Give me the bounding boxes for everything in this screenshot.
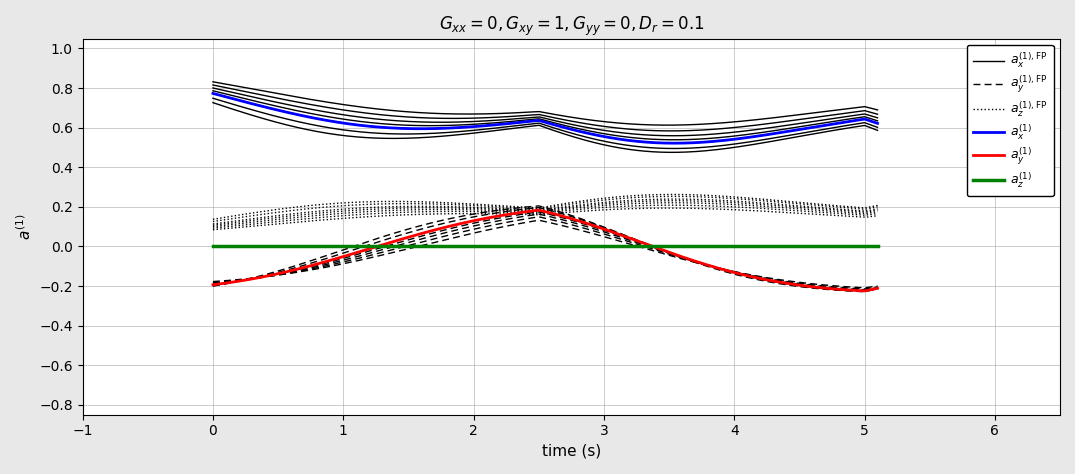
$a_y^{(1),\mathrm{FP}}$ — [858, 285, 871, 291]
$a_x^{(1),\mathrm{FP}}$ — [629, 121, 642, 127]
$a_y^{(1),\mathrm{FP}}$ — [734, 270, 747, 276]
$a_x^{(1)}$ — [206, 91, 219, 96]
Title: $G_{xx} = 0, G_{xy} = 1, G_{yy} = 0, D_r = 0.1$: $G_{xx} = 0, G_{xy} = 1, G_{yy} = 0, D_r… — [439, 15, 704, 38]
$a_x^{(1),\mathrm{FP}}$ — [240, 85, 253, 91]
$a_z^{(1),\mathrm{FP}}$ — [600, 207, 613, 212]
$a_y^{(1)}$ — [734, 272, 747, 277]
Line: $a_x^{(1),\mathrm{FP}}$: $a_x^{(1),\mathrm{FP}}$ — [213, 82, 877, 125]
$a_z^{(1)}$ — [871, 244, 884, 249]
$a_x^{(1)}$ — [668, 140, 680, 146]
$a_y^{(1),\mathrm{FP}}$ — [447, 235, 460, 241]
$a_z^{(1),\mathrm{FP}}$ — [447, 211, 460, 217]
$a_y^{(1)}$ — [240, 277, 253, 283]
$a_x^{(1),\mathrm{FP}}$ — [447, 111, 460, 117]
$a_z^{(1),\mathrm{FP}}$ — [206, 227, 219, 233]
$a_y^{(1)}$ — [629, 237, 642, 243]
$a_x^{(1)}$ — [699, 139, 712, 145]
X-axis label: time (s): time (s) — [542, 444, 601, 459]
$a_z^{(1),\mathrm{FP}}$ — [871, 213, 884, 219]
$a_x^{(1),\mathrm{FP}}$ — [734, 118, 747, 124]
$a_y^{(1),\mathrm{FP}}$ — [532, 218, 545, 223]
$a_x^{(1),\mathrm{FP}}$ — [699, 121, 712, 127]
$a_x^{(1)}$ — [734, 136, 747, 141]
$a_x^{(1),\mathrm{FP}}$ — [661, 122, 674, 128]
$a_y^{(1)}$ — [600, 227, 613, 233]
$a_x^{(1),\mathrm{FP}}$ — [600, 119, 613, 125]
Line: $a_x^{(1)}$: $a_x^{(1)}$ — [213, 93, 877, 143]
$a_z^{(1),\mathrm{FP}}$ — [734, 207, 747, 213]
$a_x^{(1)}$ — [629, 138, 642, 144]
$a_z^{(1),\mathrm{FP}}$ — [629, 206, 642, 211]
Line: $a_z^{(1),\mathrm{FP}}$: $a_z^{(1),\mathrm{FP}}$ — [213, 208, 877, 230]
$a_y^{(1),\mathrm{FP}}$ — [600, 235, 613, 240]
$a_x^{(1)}$ — [871, 120, 884, 126]
Y-axis label: $a^{(1)}$: $a^{(1)}$ — [15, 213, 33, 240]
$a_x^{(1)}$ — [600, 134, 613, 140]
$a_x^{(1)}$ — [447, 125, 460, 131]
Legend: $a_x^{(1),\mathrm{FP}}$, $a_y^{(1),\mathrm{FP}}$, $a_z^{(1),\mathrm{FP}}$, $a_x^: $a_x^{(1),\mathrm{FP}}$, $a_y^{(1),\math… — [966, 45, 1054, 196]
$a_z^{(1),\mathrm{FP}}$ — [699, 206, 712, 211]
$a_y^{(1),\mathrm{FP}}$ — [629, 243, 642, 248]
$a_y^{(1)}$ — [447, 222, 460, 228]
$a_x^{(1),\mathrm{FP}}$ — [206, 79, 219, 85]
$a_z^{(1),\mathrm{FP}}$ — [661, 205, 674, 211]
$a_y^{(1)}$ — [871, 285, 884, 291]
$a_y^{(1)}$ — [858, 288, 871, 294]
$a_y^{(1),\mathrm{FP}}$ — [871, 283, 884, 289]
$a_x^{(1)}$ — [240, 100, 253, 105]
$a_x^{(1),\mathrm{FP}}$ — [871, 107, 884, 113]
$a_y^{(1)}$ — [532, 207, 545, 213]
Line: $a_y^{(1)}$: $a_y^{(1)}$ — [213, 210, 877, 291]
$a_y^{(1)}$ — [206, 282, 219, 288]
$a_y^{(1),\mathrm{FP}}$ — [240, 276, 253, 282]
$a_y^{(1)}$ — [699, 262, 712, 267]
$a_y^{(1),\mathrm{FP}}$ — [206, 279, 219, 284]
$a_y^{(1),\mathrm{FP}}$ — [699, 262, 712, 268]
Line: $a_y^{(1),\mathrm{FP}}$: $a_y^{(1),\mathrm{FP}}$ — [213, 220, 877, 288]
$a_z^{(1)}$ — [206, 244, 219, 249]
$a_z^{(1),\mathrm{FP}}$ — [240, 224, 253, 229]
